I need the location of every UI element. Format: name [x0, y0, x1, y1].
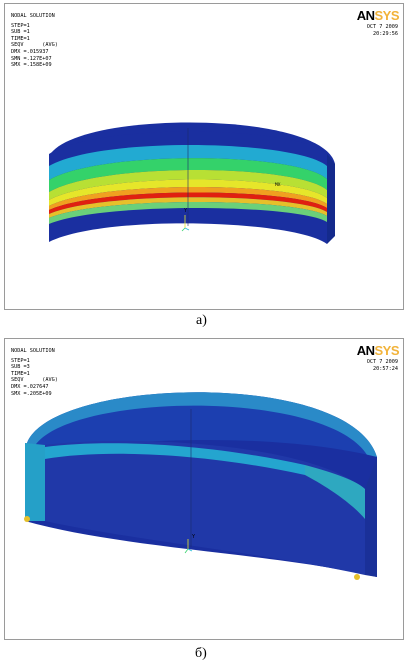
inner-cavity	[45, 440, 365, 575]
triad-x-icon	[181, 227, 186, 232]
info-line: DMX =.027647	[11, 383, 49, 390]
stress-plot-a: Y MX	[49, 122, 335, 244]
info-line: DMX =.015937	[11, 48, 49, 55]
band-red	[49, 192, 327, 214]
info-line: SMN =.127E+07	[11, 55, 52, 62]
band-cyan	[49, 144, 327, 180]
max-marker: MX	[275, 182, 281, 188]
info-line: STEP=1	[11, 357, 30, 364]
result-window-a: NODAL SOLUTION STEP=1 SUB =1 TIME=1 SEQV…	[4, 3, 404, 310]
info-line: NODAL SOLUTION	[11, 348, 55, 354]
info-line: TIME=1	[11, 370, 30, 377]
date-label: OCT 7 2009	[366, 359, 398, 365]
band-yellowgreen	[49, 170, 327, 200]
triad-x-icon	[184, 548, 189, 554]
info-line: SUB =1	[11, 29, 30, 36]
info-line: STEP=1	[11, 22, 30, 29]
right-end-face	[365, 457, 377, 577]
timestamp-a: OCT 7 2009 20:29:56	[367, 24, 398, 38]
time-label: 20:29:56	[373, 31, 398, 37]
info-line: SEQV (AVG)	[11, 377, 58, 384]
band-yellow-low	[49, 197, 327, 218]
ansys-logo: ANSYS	[356, 343, 400, 358]
info-line: SEQV (AVG)	[11, 42, 58, 49]
triad-z-icon	[184, 227, 190, 231]
date-label: OCT 7 2009	[366, 24, 398, 30]
band-orange	[49, 187, 327, 210]
end-face	[327, 154, 335, 244]
band-green-low	[49, 202, 327, 224]
time-label: 20:57:24	[373, 366, 398, 372]
stress-region-cyan	[45, 443, 305, 475]
hotspot-right-icon	[354, 574, 360, 580]
info-line: SMX =.205E+09	[11, 390, 52, 397]
band-green	[49, 158, 327, 192]
hotspot-left-icon	[24, 516, 30, 522]
info-line: NODAL SOLUTION	[11, 13, 55, 19]
left-end-face	[25, 443, 45, 521]
band-yellow	[49, 179, 327, 206]
figure-caption-a: а)	[196, 313, 207, 328]
solution-info-b: NODAL SOLUTION STEP=1 SUB =3 TIME=1 SEQV…	[11, 348, 58, 397]
result-window-b: NODAL SOLUTION STEP=1 SUB =3 TIME=1 SEQV…	[4, 338, 404, 640]
stress-region-right	[305, 465, 365, 519]
axis-label-y: Y	[184, 208, 187, 214]
timestamp-b: OCT 7 2009 20:57:24	[367, 359, 398, 373]
info-line: TIME=1	[11, 35, 30, 42]
figure-caption-b: б)	[195, 646, 207, 661]
ansys-logo: ANSYS	[356, 8, 400, 23]
info-line: SUB =3	[11, 364, 30, 371]
rim-band	[27, 392, 377, 463]
stress-plot-b: Y	[24, 392, 377, 580]
info-line: SMX =.158E+09	[11, 62, 52, 69]
solution-info-a: NODAL SOLUTION STEP=1 SUB =1 TIME=1 SEQV…	[11, 13, 58, 69]
axis-label-y: Y	[192, 534, 195, 540]
triad-z-icon	[187, 548, 193, 552]
